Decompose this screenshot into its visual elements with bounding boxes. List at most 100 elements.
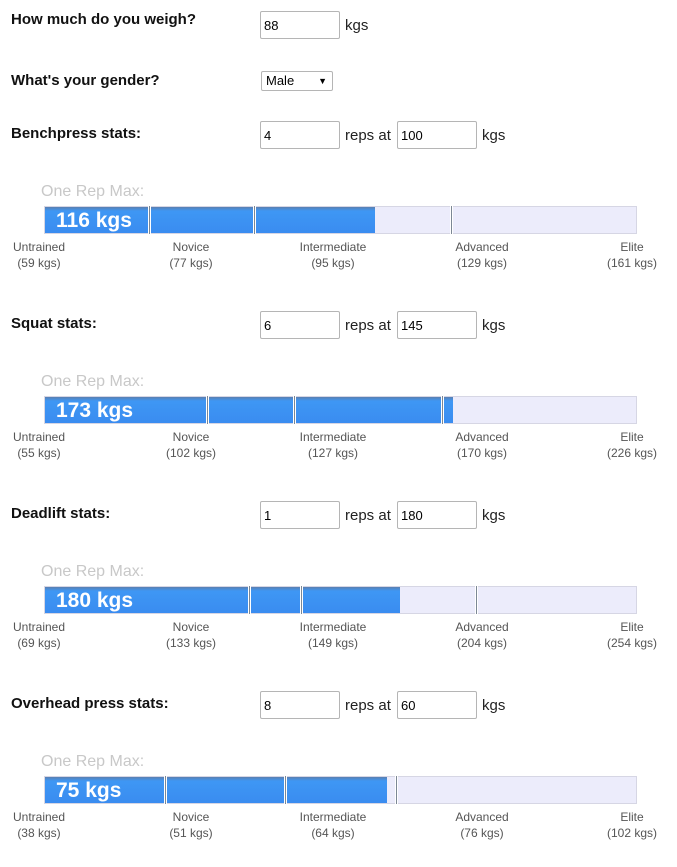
level-advanced: Advanced (204 kgs) [442, 619, 522, 651]
gender-select[interactable]: Male ▼ [261, 71, 333, 91]
squat-weight-unit: kgs [482, 317, 506, 334]
deadlift-label: Deadlift stats: [11, 505, 111, 522]
benchpress-reps-at-text: reps at [345, 127, 391, 144]
benchpress-reps-input[interactable] [260, 121, 340, 149]
level-novice: Novice (51 kgs) [151, 809, 231, 841]
strength-bar-fill [45, 777, 387, 803]
level-threshold: (170 kgs) [456, 446, 508, 460]
level-marker-novice [164, 776, 168, 804]
benchpress-weight-input[interactable] [397, 121, 477, 149]
overhead-press-reps-input[interactable] [260, 691, 340, 719]
overhead-press-weight-input[interactable] [397, 691, 477, 719]
one-rep-max-value: 75 kgs [56, 779, 122, 802]
strength-bar-fill [45, 207, 376, 233]
level-threshold: (95 kgs) [311, 256, 355, 270]
one-rep-max-label: One Rep Max: [41, 563, 145, 580]
level-name: Elite [620, 430, 644, 444]
level-name: Untrained [12, 620, 66, 634]
deadlift-reps-at-text: reps at [345, 507, 391, 524]
level-name: Untrained [12, 430, 66, 444]
level-advanced: Advanced (170 kgs) [442, 429, 522, 461]
deadlift-weight-input[interactable] [397, 501, 477, 529]
level-threshold: (38 kgs) [17, 826, 61, 840]
level-name: Elite [620, 240, 644, 254]
deadlift-weight-unit: kgs [482, 507, 506, 524]
level-name: Intermediate [299, 430, 367, 444]
deadlift-strength-meter: One Rep Max: 180 kgs Untrained (69 kgs) No… [0, 563, 677, 663]
level-name: Untrained [12, 240, 66, 254]
level-threshold: (133 kgs) [165, 636, 217, 650]
level-marker-intermediate [252, 206, 256, 234]
level-intermediate: Intermediate (127 kgs) [293, 429, 373, 461]
level-elite: Elite (226 kgs) [592, 429, 672, 461]
level-name: Advanced [455, 810, 509, 824]
level-elite: Elite (102 kgs) [592, 809, 672, 841]
benchpress-weight-unit: kgs [482, 127, 506, 144]
level-threshold: (204 kgs) [456, 636, 508, 650]
level-name: Untrained [12, 810, 66, 824]
one-rep-max-label: One Rep Max: [41, 183, 145, 200]
level-elite: Elite (161 kgs) [592, 239, 672, 271]
overhead-press-label: Overhead press stats: [11, 695, 169, 712]
overhead-press-reps-at-text: reps at [345, 697, 391, 714]
level-advanced: Advanced (129 kgs) [442, 239, 522, 271]
level-marker-intermediate [299, 586, 303, 614]
level-name: Intermediate [299, 620, 367, 634]
level-threshold: (254 kgs) [606, 636, 658, 650]
one-rep-max-label: One Rep Max: [41, 753, 145, 770]
level-threshold: (102 kgs) [606, 826, 658, 840]
strength-bar-fill [45, 587, 400, 613]
squat-reps-input[interactable] [260, 311, 340, 339]
level-novice: Novice (102 kgs) [151, 429, 231, 461]
level-name: Novice [172, 430, 210, 444]
level-threshold: (226 kgs) [606, 446, 658, 460]
deadlift-reps-input[interactable] [260, 501, 340, 529]
level-name: Advanced [455, 240, 509, 254]
squat-label: Squat stats: [11, 315, 97, 332]
level-threshold: (102 kgs) [165, 446, 217, 460]
weight-label: How much do you weigh? [11, 11, 196, 28]
level-threshold: (69 kgs) [17, 636, 61, 650]
level-marker-intermediate [284, 776, 288, 804]
level-untrained: Untrained (69 kgs) [0, 619, 79, 651]
level-untrained: Untrained (55 kgs) [0, 429, 79, 461]
level-marker-novice [148, 206, 152, 234]
strength-bar-track: 75 kgs [44, 776, 637, 804]
benchpress-strength-meter: One Rep Max: 116 kgs Untrained (59 kgs) No… [0, 183, 677, 283]
level-threshold: (76 kgs) [460, 826, 504, 840]
level-elite: Elite (254 kgs) [592, 619, 672, 651]
gender-label: What's your gender? [11, 72, 160, 89]
level-marker-advanced [441, 396, 445, 424]
strength-bar-fill [45, 397, 453, 423]
level-marker-novice [206, 396, 210, 424]
level-marker-advanced [475, 586, 479, 614]
overhead-press-strength-meter: One Rep Max: 75 kgs Untrained (38 kgs) Nov… [0, 753, 677, 853]
squat-weight-input[interactable] [397, 311, 477, 339]
weight-unit: kgs [345, 17, 369, 34]
level-threshold: (77 kgs) [169, 256, 213, 270]
level-name: Novice [172, 620, 210, 634]
level-threshold: (59 kgs) [17, 256, 61, 270]
strength-bar-track: 173 kgs [44, 396, 637, 424]
level-name: Novice [172, 240, 210, 254]
squat-reps-at-text: reps at [345, 317, 391, 334]
level-untrained: Untrained (59 kgs) [0, 239, 79, 271]
one-rep-max-value: 116 kgs [56, 209, 132, 232]
squat-strength-meter: One Rep Max: 173 kgs Untrained (55 kgs) No… [0, 373, 677, 473]
level-name: Novice [172, 810, 210, 824]
one-rep-max-value: 173 kgs [56, 399, 134, 422]
benchpress-label: Benchpress stats: [11, 125, 142, 142]
weight-input[interactable] [260, 11, 340, 39]
level-name: Advanced [455, 620, 509, 634]
level-intermediate: Intermediate (64 kgs) [293, 809, 373, 841]
dropdown-arrow-icon: ▼ [318, 76, 327, 86]
one-rep-max-value: 180 kgs [56, 589, 134, 612]
level-name: Elite [620, 620, 644, 634]
level-threshold: (161 kgs) [606, 256, 658, 270]
level-untrained: Untrained (38 kgs) [0, 809, 79, 841]
level-threshold: (149 kgs) [307, 636, 359, 650]
level-threshold: (127 kgs) [307, 446, 359, 460]
level-marker-advanced [449, 206, 453, 234]
gender-select-value: Male [266, 73, 295, 88]
level-name: Advanced [455, 430, 509, 444]
